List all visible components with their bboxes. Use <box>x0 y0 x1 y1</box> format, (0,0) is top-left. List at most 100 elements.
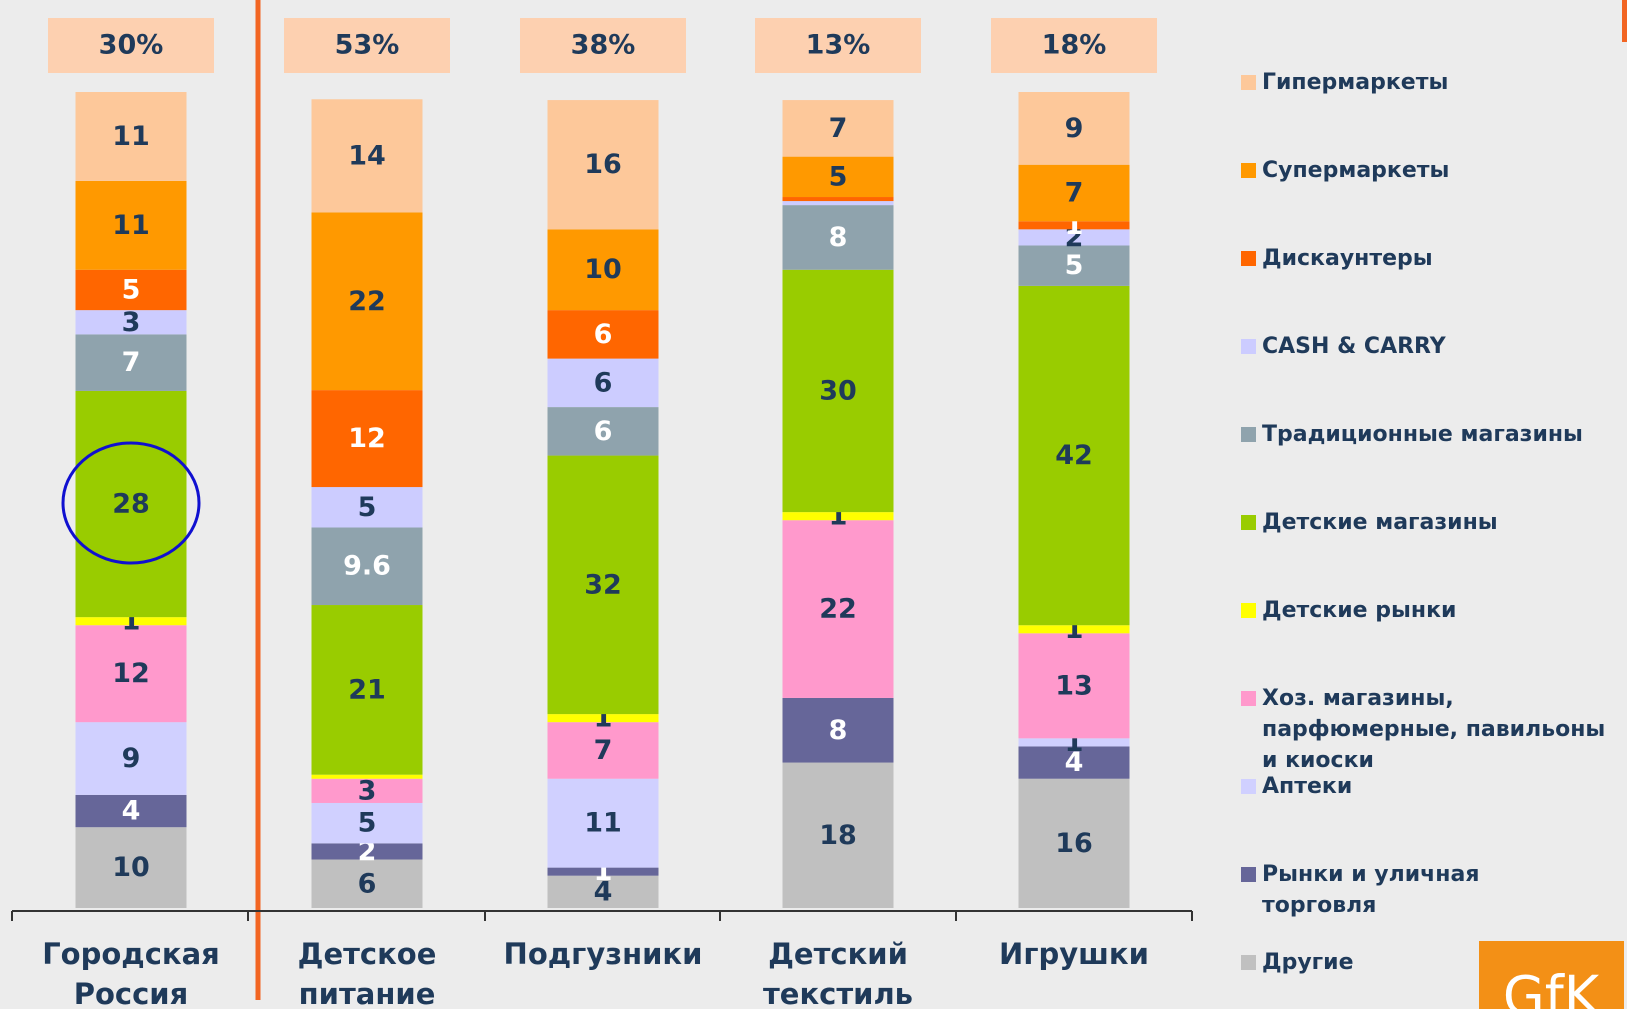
share-label: 30% <box>99 30 164 61</box>
bar-segment <box>547 455 659 715</box>
bar-segment <box>547 100 659 230</box>
data-label: 12 <box>348 423 386 454</box>
legend-swatch <box>1241 339 1256 354</box>
bar-segment <box>782 762 894 908</box>
bar-segment <box>75 180 187 270</box>
legend-swatch <box>1241 427 1256 442</box>
x-tick-label: Детский текстиль <box>763 937 913 1009</box>
bar-segment <box>1018 738 1130 747</box>
bar-segment <box>547 714 659 723</box>
data-label: 6 <box>594 416 613 447</box>
share-box <box>520 18 686 73</box>
bar-segment <box>75 827 187 908</box>
bar-segment <box>75 310 187 335</box>
logo: GfK <box>1503 965 1601 1009</box>
legend-label: Детские рынки <box>1262 598 1456 623</box>
bar-segment <box>311 843 423 860</box>
x-tick-label: Детское питание <box>298 937 437 1009</box>
bar-segment <box>782 197 894 202</box>
bar-segment <box>75 625 187 723</box>
bar-segment <box>782 269 894 513</box>
legend-swatch <box>1241 603 1256 618</box>
bar-segment <box>1018 164 1130 222</box>
data-label: 16 <box>1055 828 1093 859</box>
data-label: 5 <box>829 161 848 192</box>
legend-label: Аптеки <box>1262 774 1352 799</box>
legend-swatch <box>1241 251 1256 266</box>
bar-segment <box>311 99 423 213</box>
data-label: 4 <box>1065 747 1084 778</box>
legend-swatch <box>1241 515 1256 530</box>
legend-label: Традиционные магазины <box>1262 422 1583 447</box>
bar-segment <box>311 774 423 779</box>
share-label: 13% <box>806 30 871 61</box>
data-label: 9 <box>122 743 141 774</box>
share-label: 38% <box>571 30 636 61</box>
data-label: 11 <box>112 210 150 241</box>
data-label: 7 <box>829 113 848 144</box>
bar-segment <box>1018 625 1130 634</box>
data-label: 4 <box>594 876 613 907</box>
data-label: 28 <box>112 489 150 520</box>
bar-segment <box>311 778 423 803</box>
data-label: 11 <box>584 808 622 839</box>
legend-swatch <box>1241 691 1256 706</box>
data-label: 14 <box>348 140 386 171</box>
bar-segment <box>1018 221 1130 230</box>
data-label: 5 <box>358 808 377 839</box>
data-label: 7 <box>122 347 141 378</box>
data-label: 3 <box>122 307 141 338</box>
bar-segment <box>782 520 894 698</box>
data-label: 42 <box>1055 440 1093 471</box>
legend-swatch <box>1241 75 1256 90</box>
share-label: 18% <box>1042 30 1107 61</box>
bar-segment <box>75 794 187 828</box>
bar-segment <box>782 697 894 763</box>
bar-segment <box>75 269 187 311</box>
legend-label: Другие <box>1262 950 1354 975</box>
data-label: 21 <box>348 674 386 705</box>
bar-segment <box>1018 285 1130 626</box>
share-box <box>48 18 214 73</box>
bar-segment <box>547 778 659 868</box>
data-label: 7 <box>594 735 613 766</box>
x-tick-label: Подгузники <box>504 937 703 971</box>
data-label: 22 <box>348 286 386 317</box>
legend-swatch <box>1241 779 1256 794</box>
legend-label: Хоз. магазины, парфюмерные, павильоны и ки… <box>1262 686 1605 773</box>
bar-segment <box>1018 746 1130 779</box>
bar-segment <box>1018 778 1130 908</box>
data-label: 9 <box>1065 113 1084 144</box>
data-label: 5 <box>122 274 141 305</box>
data-label: 8 <box>829 715 848 746</box>
bar-segment <box>547 875 659 908</box>
legend-label: Дискаунтеры <box>1262 246 1433 271</box>
bar-segment <box>547 229 659 311</box>
data-label: 32 <box>584 569 622 600</box>
bar-segment <box>75 390 187 618</box>
data-label: 13 <box>1055 670 1093 701</box>
data-label: 5 <box>1065 250 1084 281</box>
bar-segment <box>75 617 187 626</box>
bar-segment <box>311 487 423 528</box>
bar-segment <box>547 867 659 876</box>
data-label: 18 <box>819 820 857 851</box>
data-label: 30 <box>819 375 857 406</box>
legend-label: CASH & CARRY <box>1262 334 1447 359</box>
bar-segment <box>782 100 894 157</box>
bar-segment <box>311 212 423 391</box>
legend-swatch <box>1241 867 1256 882</box>
data-label: 16 <box>584 149 622 180</box>
bar-segment <box>311 527 423 606</box>
share-box <box>991 18 1157 73</box>
bar-segment <box>547 407 659 456</box>
legend-label: Рынки и уличная торговля <box>1262 862 1479 918</box>
bar-segment <box>311 390 423 488</box>
corner-accent <box>1622 0 1627 42</box>
bar-segment <box>782 205 894 270</box>
data-label: 11 <box>112 121 150 152</box>
bar-segment <box>75 92 187 181</box>
bar-segment <box>547 722 659 779</box>
data-label: 6 <box>594 367 613 398</box>
